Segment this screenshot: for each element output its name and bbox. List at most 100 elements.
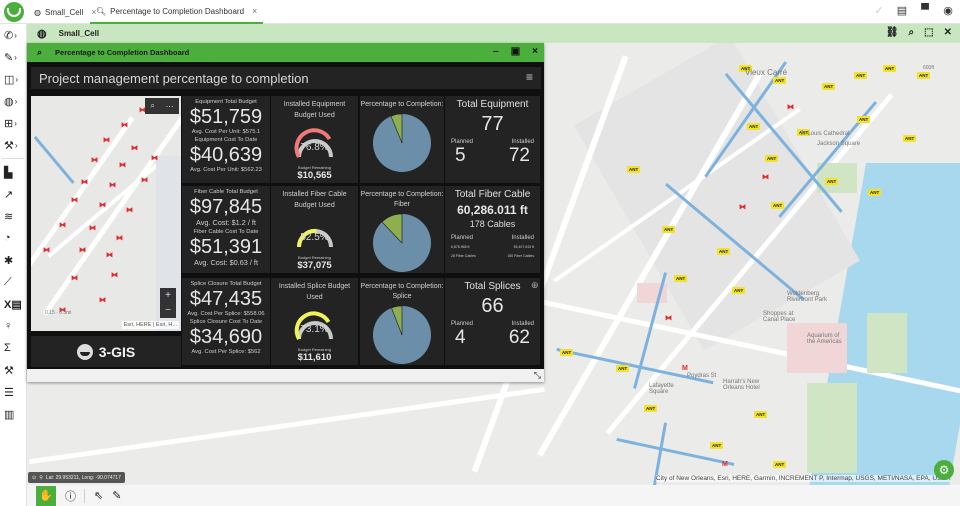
antenna-marker[interactable]: ANT [674, 275, 688, 282]
antenna-marker[interactable]: ANT [903, 135, 917, 142]
list-icon[interactable]: ▤ [896, 5, 908, 17]
equipment-marker[interactable]: ⧓ [739, 204, 746, 211]
sidebar-item-bookmark[interactable]: ▙ [0, 161, 26, 183]
app-logo-icon[interactable] [4, 2, 24, 22]
close-button[interactable]: × [532, 46, 538, 57]
select-icon[interactable]: ⬚ [924, 27, 934, 38]
antenna-marker[interactable]: ANT [868, 189, 882, 196]
trash-icon: ▥ [4, 408, 15, 421]
antenna-marker[interactable]: ANT [747, 123, 761, 130]
equipment-marker[interactable]: M [722, 461, 728, 468]
antenna-marker[interactable]: ANT [754, 411, 768, 418]
sidebar-item-layout[interactable]: ◫ › [4, 73, 19, 86]
zoom-in-button[interactable]: + [165, 290, 171, 301]
antenna-marker[interactable]: ANT [662, 226, 676, 233]
completion-pie-chart[interactable] [372, 113, 432, 173]
info-icon[interactable]: ⓘ [65, 490, 76, 503]
check-icon[interactable]: ✓ [874, 5, 884, 17]
search-icon[interactable]: ⌕ [908, 27, 915, 38]
minimap-attribution: Esri, HERE | Esri, H... [121, 321, 179, 329]
layers-icon: ≋ [4, 210, 14, 223]
sidebar-item-wrench[interactable]: ⚒ › [4, 139, 18, 152]
completion-pie-chart[interactable] [372, 213, 432, 273]
antenna-marker[interactable]: ANT [627, 166, 641, 173]
antenna-marker[interactable]: ANT [797, 129, 811, 136]
maximize-button[interactable]: ▣ [510, 46, 521, 57]
antenna-marker[interactable]: ANT [560, 349, 574, 356]
sidebar-item-globe[interactable]: ◍ › [4, 95, 18, 108]
tab-small-cell[interactable]: ◍ Small_Cell × [34, 7, 97, 17]
brand-logo: 3-GIS [31, 336, 181, 367]
tab-dashboard[interactable]: 🔍︎ Percentage to Completion Dashboard × [90, 0, 264, 24]
divider [84, 488, 85, 503]
resize-handle-icon[interactable]: ⤡ [533, 370, 541, 380]
antenna-marker[interactable]: ANT [883, 65, 897, 72]
mini-map[interactable]: ⧓ ⧓ ⧓ ⧓ ⧓ ⧓ ⧓ ⧓ ⧓ ⧓ ⧓ ⧓ ⧓ ⧓ ⧓ ⧓ ⧓ ⧓ ⧓ ⧓ ⧓ ⧓ ⧓ ⌕ ⋯ + −… [31, 96, 181, 331]
sidebar-item-layers[interactable]: ≋ [0, 205, 26, 227]
sidebar-item-sigma[interactable]: Σ [0, 337, 26, 359]
close-tab-icon[interactable]: × [252, 6, 258, 16]
antenna-marker[interactable]: ANT [822, 83, 836, 90]
antenna-marker[interactable]: ANT [717, 248, 731, 255]
antenna-marker[interactable]: ANT [857, 116, 871, 123]
zoom-out-button[interactable]: − [165, 305, 171, 316]
ruler-icon: ⟋ [4, 275, 12, 288]
sidebar-item-tool[interactable]: ⚒ [0, 359, 26, 381]
pin-icon[interactable]: ⚲ [39, 474, 43, 481]
locate-icon[interactable]: ⊙ [32, 474, 37, 481]
minimize-button[interactable]: – [493, 46, 499, 57]
link-icon[interactable]: ⛓ [885, 27, 899, 38]
select-arrow-icon[interactable]: ⇖ [94, 490, 104, 502]
antenna-marker[interactable]: ANT [710, 442, 724, 449]
chat-icon[interactable]: ▀ [921, 4, 929, 16]
wrench-icon: ⚒ [4, 139, 14, 152]
edit-pencil-icon[interactable]: ✎ [112, 490, 122, 502]
sidebar-item-edit[interactable]: ✎ › [4, 51, 17, 64]
puzzle-icon: ✱ [4, 254, 14, 267]
antenna-marker[interactable]: ANT [732, 287, 746, 294]
antenna-marker[interactable]: ANT [917, 72, 931, 79]
grid-handle-icon[interactable]: ⊕ [531, 280, 539, 290]
sidebar-item-arrow[interactable]: ↗ [0, 183, 26, 205]
splice-pie-card: Percentage to Completion: Splice [360, 278, 444, 365]
sidebar-item-trash[interactable]: ▥ [0, 403, 26, 425]
completion-pie-chart[interactable] [372, 305, 432, 365]
excel-icon: X▤ [4, 298, 22, 311]
sidebar-item-phone[interactable]: ✆ › [4, 29, 17, 42]
bottom-toolbar: ✋ ⓘ ⇖ ✎ [27, 485, 960, 506]
settings-gear-button[interactable]: ⚙ [934, 460, 954, 480]
sidebar-item-puzzle[interactable]: ✱ [0, 249, 26, 271]
antenna-marker[interactable]: ANT [771, 202, 785, 209]
sidebar-item-time-search[interactable]: ◔ [0, 227, 26, 249]
fiber-totals-card: Total Fiber Cable 60,286.011 ft 178 Cabl… [445, 186, 540, 273]
antenna-marker[interactable]: ANT [644, 405, 658, 412]
pan-hand-icon[interactable]: ✋ [36, 485, 56, 506]
sidebar-item-excel[interactable]: X▤ [0, 293, 26, 315]
antenna-marker[interactable]: ANT [765, 155, 779, 162]
close-icon[interactable]: ✕ [943, 27, 952, 38]
sidebar-item-inbox[interactable]: ⊞ › [4, 117, 17, 130]
more-icon[interactable]: ⋯ [165, 101, 174, 111]
equipment-marker[interactable]: ⧓ [762, 174, 769, 181]
sidebar-item-lightbulb[interactable]: ♀ [0, 315, 26, 337]
close-tab-icon[interactable]: × [91, 7, 97, 17]
splice-gauge-card: Installed Splice Budget Used 73.1% Budge… [271, 278, 358, 365]
antenna-marker[interactable]: ANT [616, 365, 630, 372]
tool-icon: ⚒ [4, 364, 14, 377]
antenna-marker[interactable]: ANT [773, 77, 787, 84]
search-icon[interactable]: ⌕ [150, 101, 155, 110]
equipment-marker[interactable]: ⧓ [665, 315, 672, 322]
equipment-marker[interactable]: M [682, 365, 688, 372]
equipment-marker[interactable]: ⧓ [787, 104, 794, 111]
dashboard-titlebar[interactable]: ⌕ Percentage to Completion Dashboard – ▣… [27, 43, 544, 62]
sidebar-item-ruler[interactable]: ⟋ [0, 271, 26, 293]
budget-gauge [294, 311, 333, 340]
antenna-marker[interactable]: ANT [854, 72, 868, 79]
menu-icon[interactable]: ≡ [525, 70, 533, 84]
sidebar-item-report[interactable]: ☰ [0, 381, 26, 403]
antenna-marker[interactable]: ANT [825, 178, 839, 185]
user-icon[interactable]: ◉ [943, 5, 953, 17]
antenna-marker[interactable]: ANT [739, 65, 753, 72]
antenna-marker[interactable]: ANT [773, 461, 787, 468]
dashboard-title: Project management percentage to complet… [31, 67, 541, 89]
